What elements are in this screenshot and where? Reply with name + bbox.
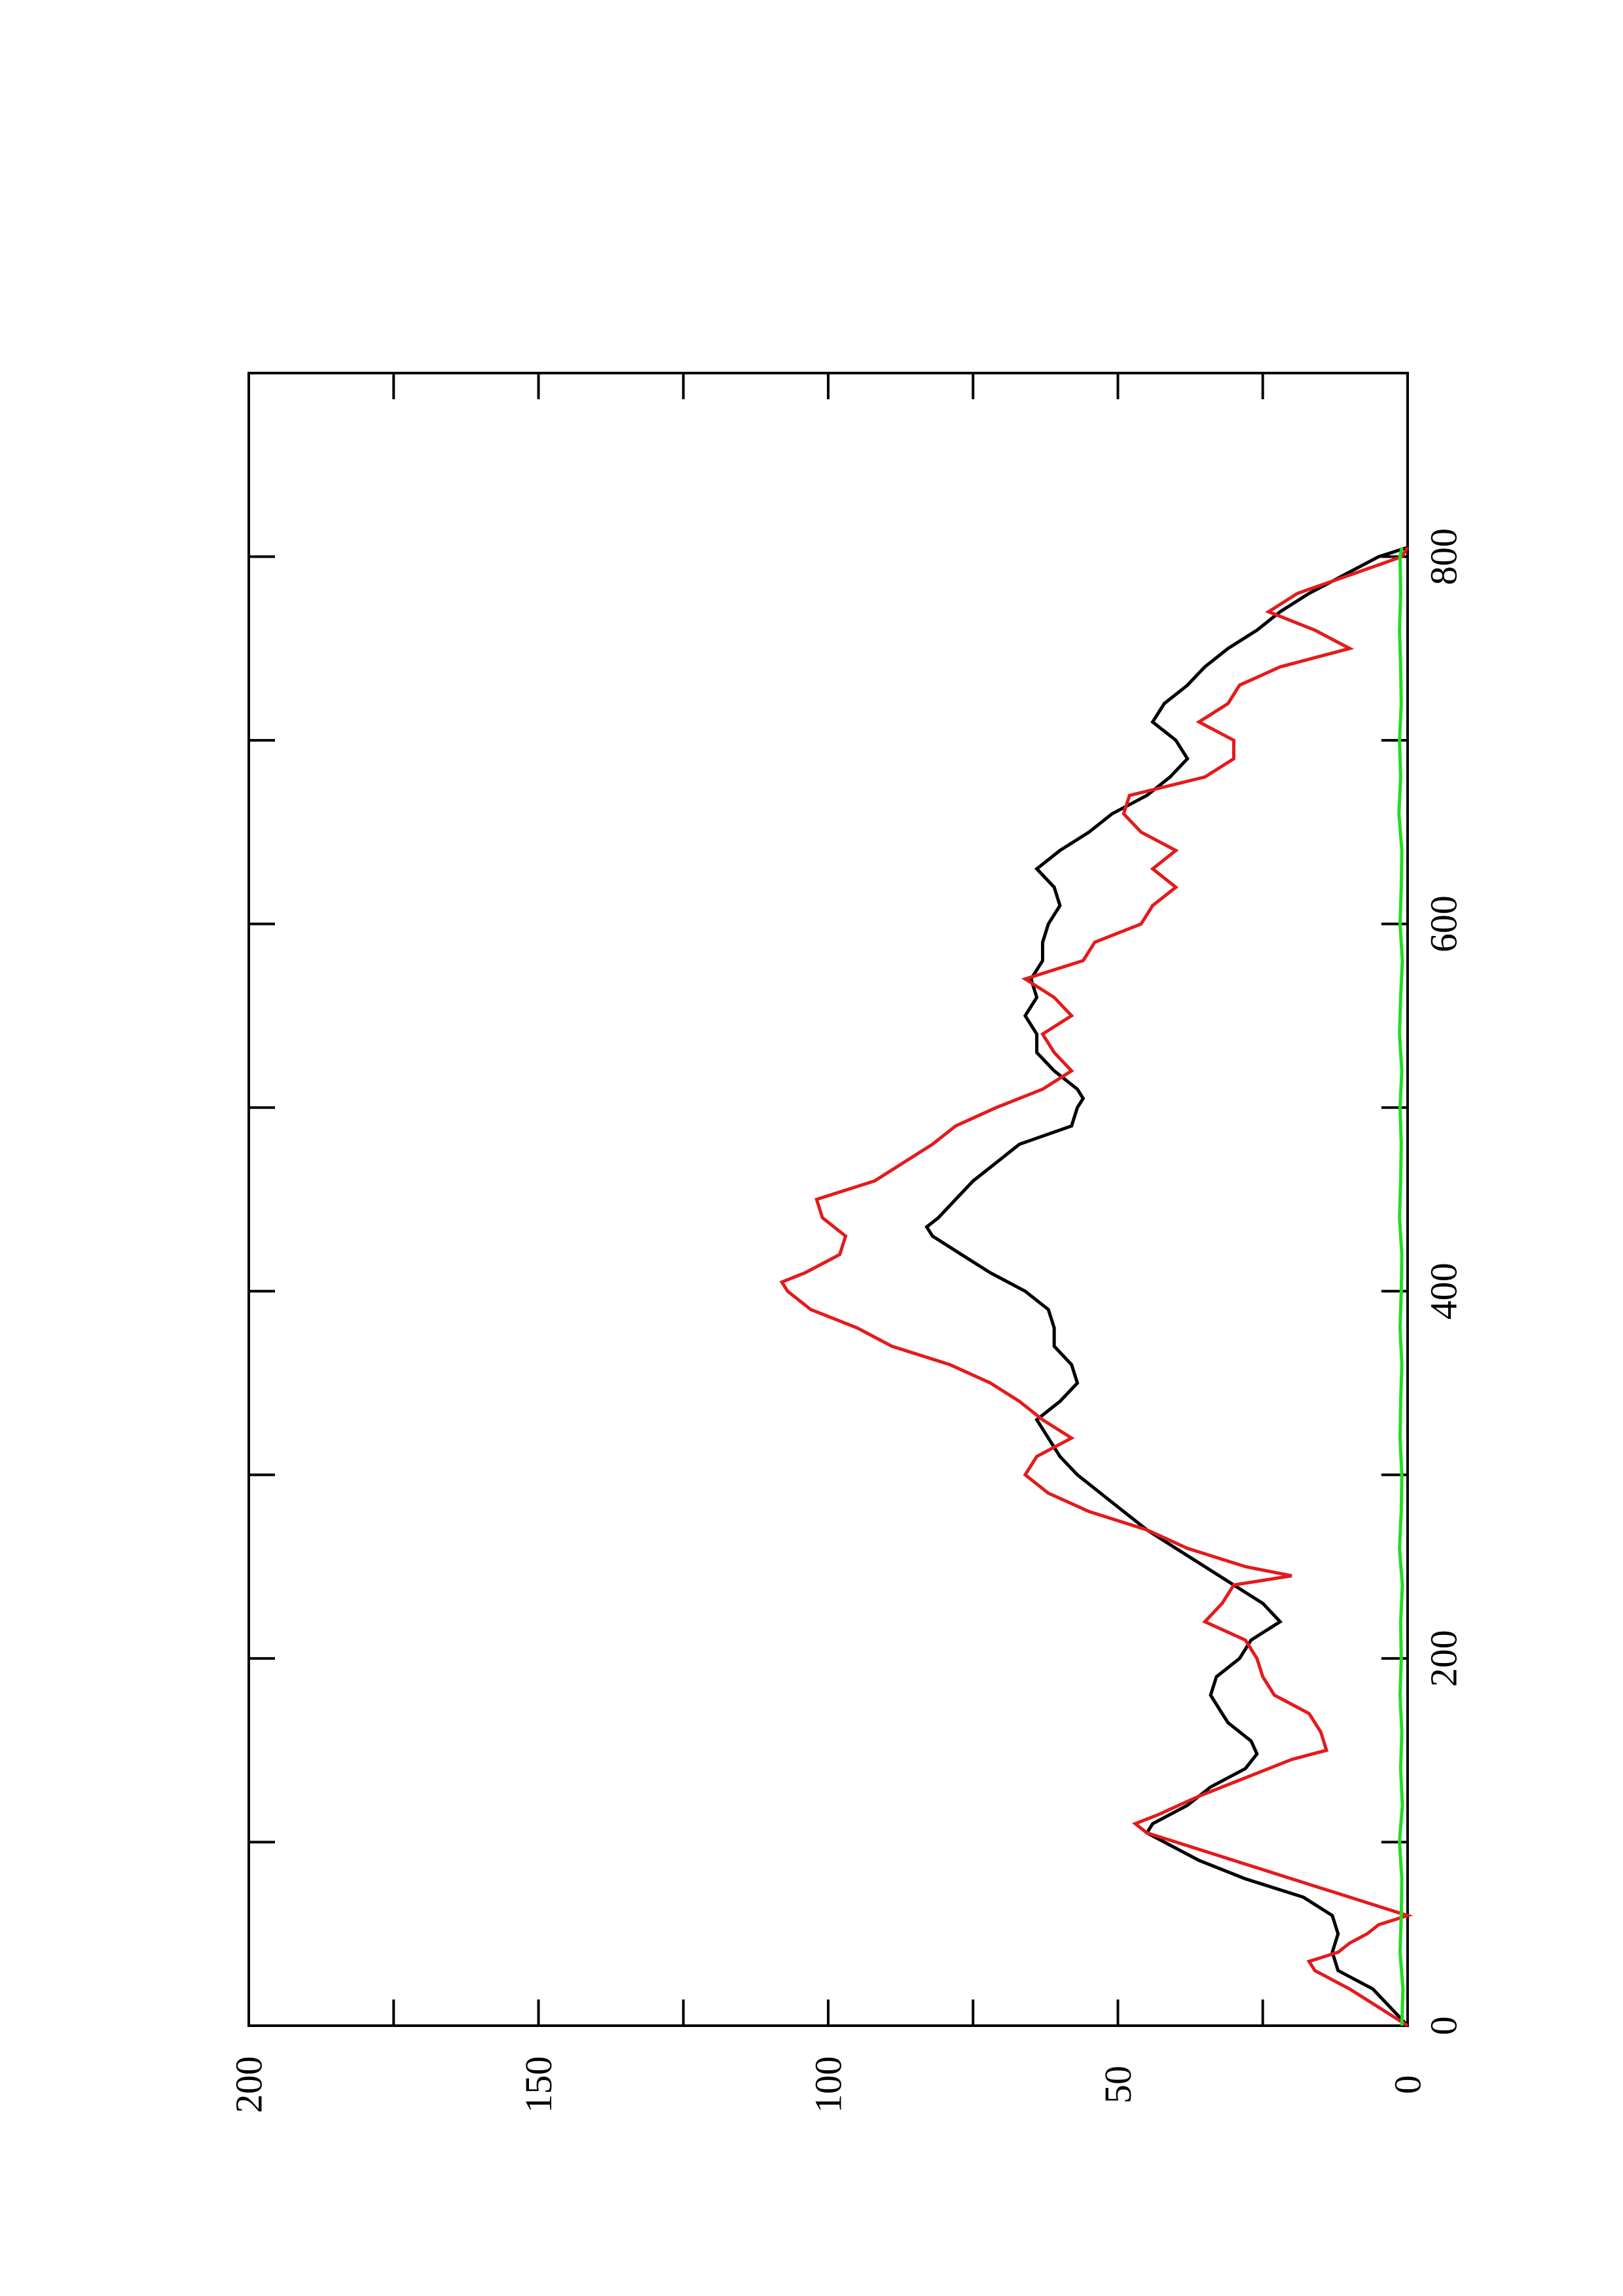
- tick-labels: 0 200 400 600 800 0 50 100 150 200: [228, 528, 1465, 2113]
- axis-ticks: [247, 373, 1409, 2027]
- y-tick-label: 200: [228, 2056, 270, 2113]
- series-line-2: [779, 547, 1413, 2028]
- plot-frame: [247, 372, 1409, 2027]
- x-tick-label: 200: [1423, 1630, 1465, 1687]
- series-line-1: [924, 546, 1409, 2027]
- x-tick-label: 600: [1423, 895, 1465, 952]
- data-series: [779, 546, 1413, 2028]
- series-line-3: [1397, 547, 1405, 2026]
- y-tick-label: 150: [517, 2056, 560, 2113]
- y-tick-label: 0: [1387, 2075, 1429, 2094]
- x-tick-label: 0: [1423, 2017, 1465, 2036]
- x-tick-label: 400: [1423, 1263, 1465, 1319]
- x-tick-label: 800: [1423, 528, 1465, 585]
- y-tick-label: 50: [1097, 2066, 1139, 2104]
- y-tick-label: 100: [807, 2056, 850, 2113]
